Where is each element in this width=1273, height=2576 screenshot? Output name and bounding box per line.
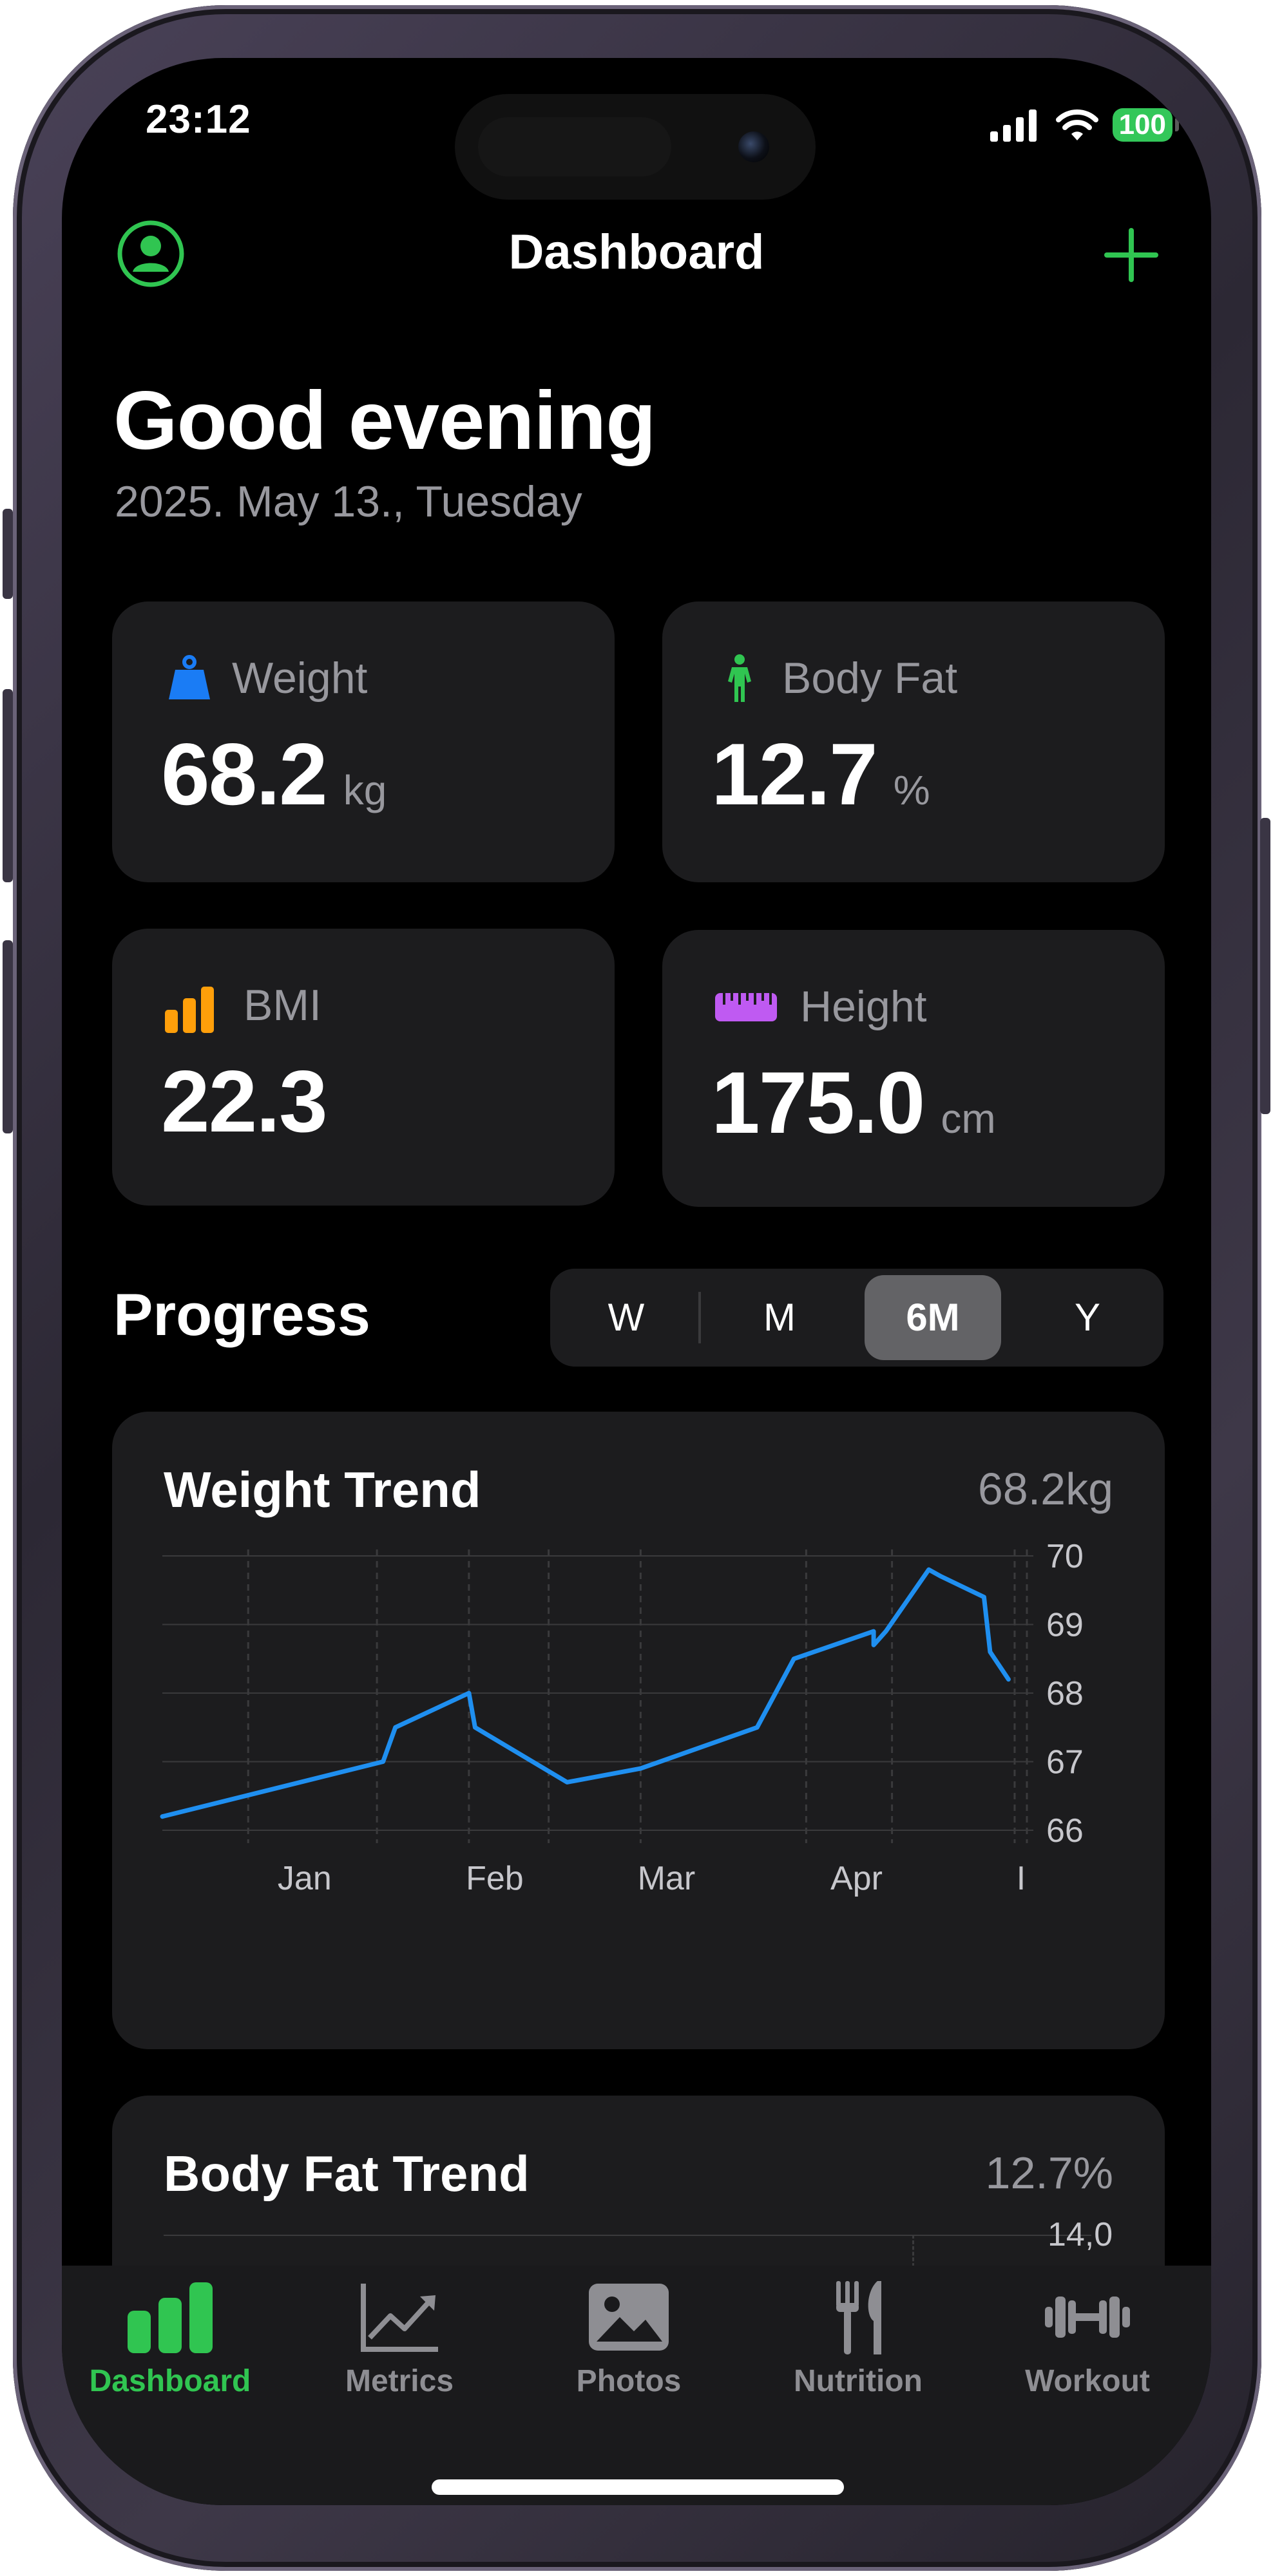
chart-current-value: 12.7% (985, 2148, 1113, 2198)
chart-title: Body Fat Trend (164, 2145, 530, 2202)
x-tick-label: Feb (466, 1860, 524, 1897)
y-tick-label: 68 (1046, 1675, 1084, 1712)
metric-value: 22.3 (161, 1052, 328, 1150)
tab-label: Nutrition (794, 2364, 923, 2398)
segment-week[interactable]: W (608, 1296, 645, 1339)
grid-line (164, 2235, 1091, 2236)
height-card[interactable]: Height 175.0 cm (662, 930, 1165, 1207)
greeting-date: 2025. May 13., Tuesday (115, 477, 582, 526)
segment-6-months[interactable]: 6M (865, 1275, 1001, 1360)
tab-dashboard[interactable]: Dashboard (73, 2278, 267, 2433)
metric-label: Body Fat (782, 654, 958, 703)
chart-current-value: 68.2kg (977, 1464, 1113, 1514)
volume-up-button (3, 689, 13, 882)
power-button (1260, 818, 1270, 1114)
body-fat-card[interactable]: Body Fat 12.7 % (662, 601, 1165, 882)
segment-month[interactable]: M (763, 1296, 796, 1339)
segment-divider (698, 1292, 701, 1343)
status-time: 23:12 (146, 97, 251, 142)
y-tick-label: 66 (1046, 1812, 1084, 1850)
tab-photos[interactable]: Photos (532, 2278, 725, 2433)
home-indicator (432, 2479, 844, 2495)
metric-value: 68.2 (161, 725, 328, 823)
tab-workout[interactable]: Workout (991, 2278, 1184, 2433)
trend-line (160, 1567, 1011, 1819)
metric-unit: cm (941, 1095, 996, 1142)
progress-title: Progress (113, 1282, 370, 1348)
metric-value: 175.0 (711, 1054, 925, 1151)
figure-icon (728, 654, 751, 702)
bmi-card[interactable]: BMI 22.3 (112, 929, 615, 1206)
tab-bar: Dashboard Metrics Photos (62, 2266, 1211, 2505)
bar-chart-icon (165, 987, 214, 1033)
dynamic-island (455, 94, 816, 200)
y-tick-label: 14,0 (1048, 2216, 1113, 2253)
metric-value: 12.7 (711, 725, 878, 823)
metric-label: Height (800, 982, 927, 1031)
x-tick-label: Jan (278, 1860, 332, 1897)
chart-title: Weight Trend (164, 1461, 481, 1518)
metric-label: BMI (244, 981, 321, 1030)
screen: 23:12 100 Dashboard Good evening 2025. M… (62, 58, 1211, 2505)
cellular-signal-icon (990, 109, 1037, 142)
tab-metrics[interactable]: Metrics (303, 2278, 496, 2433)
status-indicators: 100 (990, 106, 1180, 144)
x-tick-label: Mar (638, 1860, 696, 1897)
metric-unit: kg (343, 767, 387, 813)
battery-indicator: 100 (1112, 108, 1180, 142)
tab-label: Metrics (345, 2364, 454, 2398)
range-segmented-control[interactable]: W M 6M Y (550, 1269, 1163, 1367)
nav-title: Dashboard (508, 225, 765, 279)
metric-label: Weight (232, 654, 368, 703)
y-tick-label: 67 (1046, 1744, 1084, 1781)
dashboard-icon (128, 2282, 213, 2353)
photo-icon (589, 2284, 669, 2351)
add-icon[interactable] (1100, 224, 1162, 286)
ruler-icon (715, 993, 777, 1021)
tab-label: Workout (1025, 2364, 1150, 2398)
tab-label: Dashboard (89, 2364, 251, 2398)
action-button (3, 509, 13, 599)
x-tick-label: I (1017, 1860, 1026, 1897)
fork-knife-icon (836, 2281, 881, 2354)
tab-label: Photos (576, 2364, 682, 2398)
metrics-icon (361, 2284, 438, 2352)
y-tick-label: 70 (1046, 1538, 1084, 1575)
metric-unit: % (893, 767, 930, 813)
weight-icon (169, 655, 210, 699)
weight-card[interactable]: Weight 68.2 kg (112, 601, 615, 882)
weight-trend-chart: 70 69 68 67 66 Jan Feb Mar Apr I (160, 1538, 1084, 1897)
dumbbell-icon (1045, 2297, 1130, 2338)
greeting-title: Good evening (113, 375, 656, 467)
volume-down-button (3, 940, 13, 1133)
camera-icon (738, 131, 769, 162)
x-tick-label: Apr (830, 1860, 883, 1897)
weight-trend-card[interactable]: Weight Trend 68.2kg 70 69 68 67 66 Jan Feb Mar A… (112, 1412, 1165, 2049)
segment-year[interactable]: Y (1074, 1296, 1101, 1339)
y-tick-label: 69 (1046, 1607, 1084, 1644)
profile-icon[interactable] (116, 219, 186, 289)
tab-nutrition[interactable]: Nutrition (761, 2278, 955, 2433)
wifi-icon (1055, 109, 1098, 140)
